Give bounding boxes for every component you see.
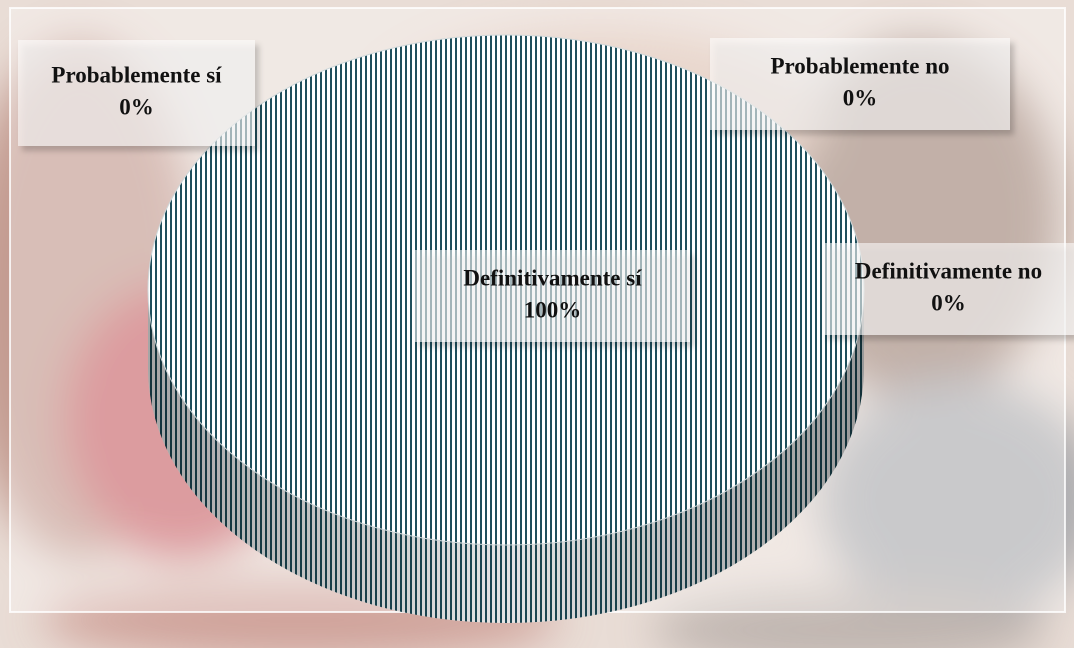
label-box	[415, 250, 690, 342]
label-box	[710, 38, 1010, 130]
category-label: Probablemente sí	[51, 62, 222, 87]
category-label: Definitivamente no	[855, 258, 1042, 283]
value-label: 100%	[524, 297, 582, 322]
value-label: 0%	[119, 94, 154, 119]
category-label: Definitivamente sí	[463, 265, 642, 290]
pie-side-shade	[148, 290, 864, 623]
value-label: 0%	[843, 85, 878, 110]
label-box	[823, 243, 1074, 335]
value-label: 0%	[931, 290, 966, 315]
labels: Definitivamente sí 100% Probablemente sí 0%…	[18, 38, 1074, 342]
category-label: Probablemente no	[770, 53, 949, 78]
label-box	[18, 40, 255, 146]
